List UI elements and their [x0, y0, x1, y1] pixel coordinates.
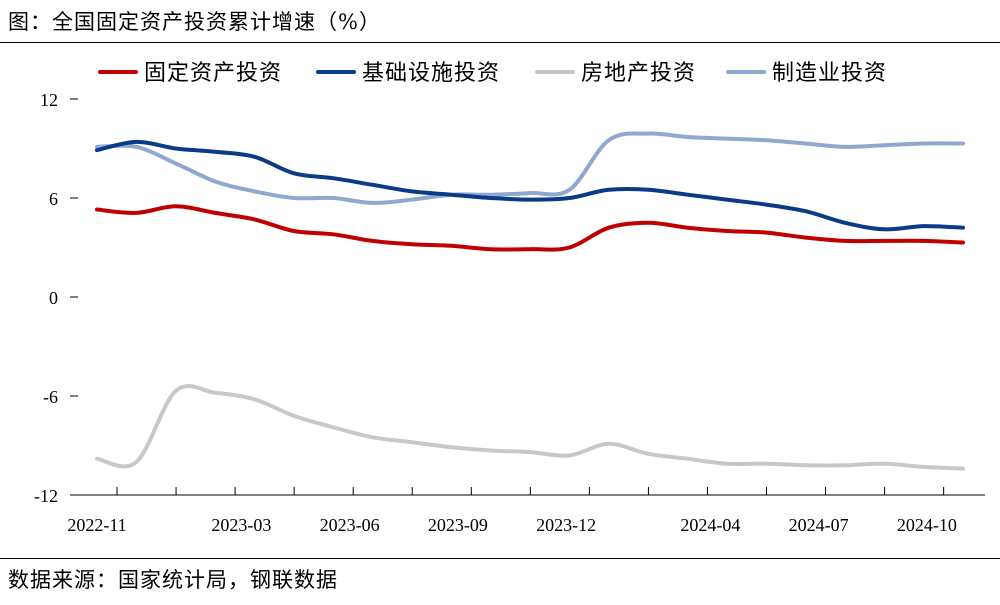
x-tick-label: 2023-09	[428, 515, 488, 535]
plot-area	[95, 131, 965, 471]
series-line-2	[95, 139, 965, 232]
y-tick-label: 12	[40, 90, 58, 110]
x-tick-label: 2023-03	[211, 515, 271, 535]
y-axis: 12 6 0 -6 -12	[34, 90, 78, 506]
x-tick-label: 2024-07	[789, 515, 849, 535]
series-line-4	[95, 131, 965, 205]
x-tick-label: 2024-04	[680, 515, 740, 535]
y-tick-label: 0	[49, 288, 58, 308]
legend: 固定资产投资 基础设施投资 房地产投资 制造业投资	[98, 61, 887, 86]
y-tick-label: -12	[34, 486, 58, 506]
series-line-3	[95, 384, 965, 471]
x-tick-label: 2022-11	[67, 515, 126, 535]
top-rule	[0, 42, 1000, 43]
y-tick-label: -6	[43, 387, 58, 407]
legend-label: 制造业投资	[772, 61, 887, 86]
figure-title: 图：全国固定资产投资累计增速（%）	[8, 10, 381, 34]
x-tick-label: 2024-10	[897, 515, 957, 535]
y-tick-label: 6	[49, 189, 58, 209]
legend-label: 房地产投资	[581, 61, 696, 86]
legend-label: 固定资产投资	[144, 61, 282, 86]
x-tick-label: 2023-12	[536, 515, 596, 535]
source-note: 数据来源：国家统计局，钢联数据	[8, 568, 338, 592]
series-line-1	[95, 204, 965, 252]
legend-label: 基础设施投资	[362, 61, 500, 86]
bottom-rule	[0, 558, 1000, 559]
x-axis: 2022-11 2023-03 2023-06 2023-09 2023-12 2024-…	[67, 487, 985, 535]
x-tick-label: 2023-06	[320, 515, 380, 535]
line-chart: 固定资产投资 基础设施投资 房地产投资 制造业投资 12 6 0 -6 -12 2022-11…	[34, 61, 985, 535]
